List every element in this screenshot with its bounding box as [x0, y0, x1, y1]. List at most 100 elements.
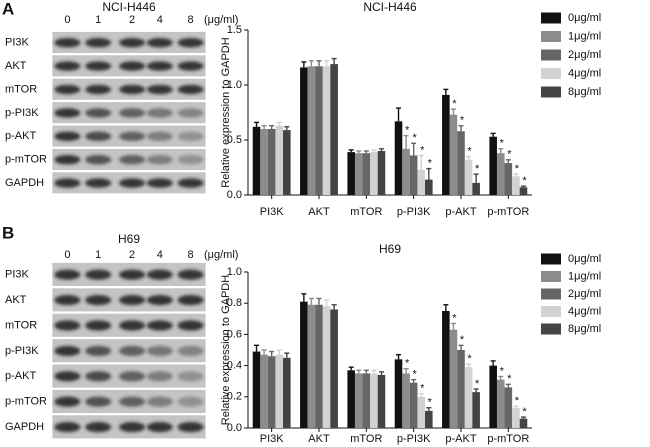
- blot-title: NCI-H446: [102, 0, 156, 14]
- legend-swatch: [541, 86, 561, 98]
- bar: [370, 152, 378, 195]
- blot-row-label: mTOR: [5, 319, 37, 331]
- bar: [322, 306, 331, 428]
- blot-band: [146, 320, 173, 331]
- blot-band: [54, 108, 81, 118]
- blot-band: [119, 131, 146, 141]
- blot-band: [119, 422, 146, 433]
- bar: [307, 304, 316, 428]
- bar: [442, 94, 450, 195]
- x-tick-label: p-PI3K: [397, 433, 431, 445]
- y-tick-label: 0.0: [227, 422, 242, 434]
- blot-band: [177, 84, 204, 95]
- blot-row-label: p-AKT: [5, 370, 36, 382]
- significance-mark: *: [475, 378, 480, 390]
- blot-row-label: PI3K: [5, 37, 30, 49]
- legend-label: 2μg/ml: [568, 288, 601, 300]
- legend-swatch: [541, 271, 561, 282]
- significance-mark: *: [405, 358, 410, 370]
- blot-band: [146, 422, 173, 433]
- bar: [409, 155, 418, 195]
- legend-swatch: [541, 49, 561, 61]
- panel-label: B: [2, 223, 14, 242]
- blot-band: [119, 155, 146, 165]
- blot-band: [54, 61, 81, 71]
- blot-band: [85, 320, 112, 331]
- legend-swatch: [541, 253, 561, 265]
- x-tick-label: p-AKT: [445, 206, 476, 218]
- lane-unit: (μg/ml): [204, 14, 238, 26]
- legend-label: 4μg/ml: [568, 305, 601, 317]
- blot-band: [85, 178, 112, 188]
- y-tick-label: 0.2: [227, 391, 242, 403]
- significance-mark: *: [515, 163, 520, 175]
- bar: [472, 182, 480, 195]
- blot-band: [85, 422, 112, 433]
- bar: [504, 387, 513, 428]
- legend-label: 4μg/ml: [568, 67, 601, 79]
- lane-label: 2: [129, 249, 135, 261]
- bar: [347, 370, 355, 428]
- blot-band: [119, 269, 146, 280]
- y-tick-label: 0.8: [227, 297, 242, 309]
- blot-band: [146, 108, 173, 118]
- y-tick-label: 0.5: [227, 134, 242, 146]
- blot-band: [119, 371, 146, 382]
- blot-band: [119, 178, 146, 188]
- blot-band: [119, 345, 146, 356]
- blot-band: [146, 84, 173, 95]
- bar: [370, 373, 378, 428]
- bar: [402, 148, 410, 195]
- blot-band: [119, 84, 146, 95]
- bar: [442, 311, 450, 428]
- bar: [409, 382, 418, 428]
- blot-band: [146, 396, 173, 407]
- blot-row-label: PI3K: [5, 269, 30, 281]
- bar: [275, 354, 284, 428]
- legend-swatch: [541, 68, 561, 79]
- bar: [464, 367, 473, 428]
- blot-row-label: mTOR: [5, 83, 37, 95]
- bar: [315, 304, 323, 428]
- bar: [283, 357, 291, 428]
- blot-band: [54, 155, 81, 165]
- significance-mark: *: [405, 125, 410, 137]
- significance-mark: *: [522, 406, 527, 418]
- bar: [330, 64, 338, 195]
- blot-band: [177, 61, 204, 71]
- bar: [519, 418, 528, 428]
- blot-band: [119, 320, 146, 331]
- panel-label: A: [2, 0, 14, 18]
- blot-row-label: p-PI3K: [5, 107, 39, 119]
- lane-label: 2: [129, 14, 135, 26]
- bar: [252, 126, 261, 195]
- blot-band: [146, 131, 173, 141]
- bar: [496, 379, 505, 428]
- bar: [512, 407, 520, 428]
- bar: [457, 131, 465, 195]
- x-tick-label: p-PI3K: [397, 206, 431, 218]
- legend-swatch: [541, 306, 561, 317]
- lane-label: 4: [157, 249, 163, 261]
- significance-mark: *: [522, 175, 527, 187]
- x-tick-label: AKT: [308, 433, 330, 445]
- blot-band: [85, 396, 112, 407]
- lane-unit: (μg/ml): [204, 249, 238, 261]
- blot-band: [177, 295, 204, 306]
- significance-mark: *: [452, 98, 457, 110]
- blot-band: [54, 84, 81, 95]
- blot-row-label: p-AKT: [5, 130, 36, 142]
- lane-label: 0: [64, 249, 70, 261]
- x-tick-label: PI3K: [260, 433, 285, 445]
- bar: [307, 66, 316, 195]
- blot-band: [54, 295, 81, 306]
- blot-band: [119, 295, 146, 306]
- bar: [425, 179, 433, 195]
- blot-band: [54, 38, 81, 48]
- blot-band: [177, 269, 204, 280]
- y-tick-label: 1.0: [227, 79, 242, 91]
- bar: [464, 159, 473, 195]
- lane-label: 8: [188, 14, 194, 26]
- legend-swatch: [541, 12, 561, 24]
